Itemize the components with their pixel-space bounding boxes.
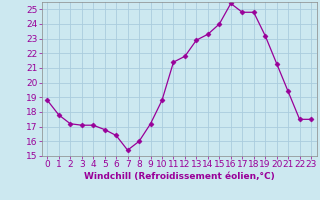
X-axis label: Windchill (Refroidissement éolien,°C): Windchill (Refroidissement éolien,°C)	[84, 172, 275, 181]
